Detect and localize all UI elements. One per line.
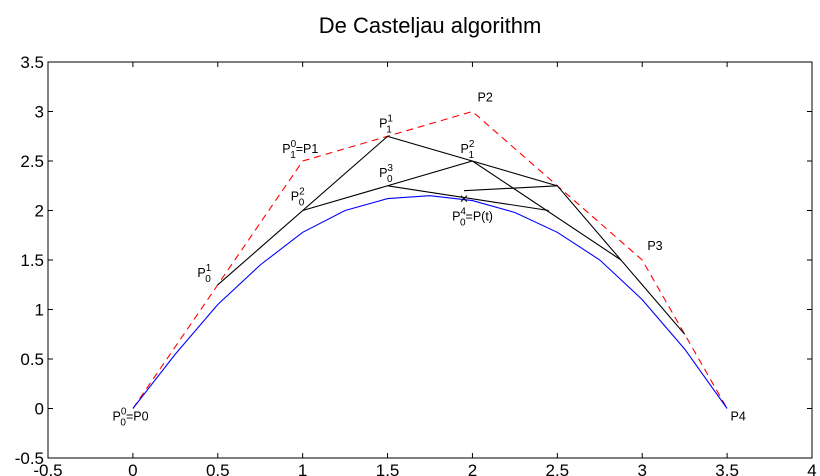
x-tick-label: 0.5	[206, 461, 230, 476]
x-tick-label: 3	[637, 461, 646, 476]
plot-frame	[47, 61, 813, 459]
x-tick-label: 4	[807, 461, 816, 476]
y-tick-label: 1	[35, 301, 44, 320]
y-tick-label: 3.5	[20, 53, 44, 72]
y-tick-label: 3	[35, 103, 44, 122]
y-tick-label: 0.5	[20, 350, 44, 369]
point-label-6: P1 1	[379, 113, 393, 135]
y-tick-label: 0	[35, 400, 44, 419]
annotation-layer: P0 0=P0 P0 1=P1 P2 P3 P4 P1 0 P1 1 P2 0 P2 1 P3 0 P4 0=P(t…	[113, 91, 746, 429]
point-label-10: P4 0=P(t)	[452, 206, 493, 228]
series-layer	[132, 110, 728, 409]
x-tick-label: 2.5	[546, 461, 570, 476]
chart-title: De Casteljau algorithm	[319, 13, 542, 38]
series-line-4	[387, 185, 549, 212]
series-line-1	[132, 195, 728, 409]
series-line-5	[463, 185, 558, 192]
x-tick-label: 0	[128, 461, 137, 476]
point-marker	[460, 195, 468, 202]
x-tick-label: 3.5	[715, 461, 739, 476]
y-tick-label: 2.5	[20, 152, 44, 171]
point-label-0: P0 0=P0	[113, 406, 149, 428]
point-label-9: P3 0	[379, 163, 393, 185]
point-label-4: P4	[731, 409, 746, 423]
y-tick-label: 1.5	[20, 251, 44, 270]
point-label-7: P2 0	[291, 187, 305, 209]
y-tick-label: 2	[35, 202, 44, 221]
x-tick-label: 2	[468, 461, 477, 476]
point-label-2: P2	[478, 91, 493, 105]
series-line-3	[302, 160, 622, 261]
series-line-0	[132, 110, 728, 409]
axis-layer: -0.5 0 0.5 1 1.5 2 2.5 3 3.5 4 -0.5 0 0.5 1 1.5 2 2.5 3 3.…	[15, 53, 817, 476]
point-label-8: P2 1	[461, 139, 475, 161]
x-tick-label: -0.5	[33, 461, 62, 476]
point-label-1: P0 1=P1	[282, 139, 318, 161]
y-tick-label: -0.5	[15, 449, 44, 468]
x-tick-label: 1.5	[376, 461, 400, 476]
x-tick-label: 1	[298, 461, 307, 476]
point-label-3: P3	[647, 239, 662, 253]
point-label-5: P1 0	[197, 263, 211, 285]
